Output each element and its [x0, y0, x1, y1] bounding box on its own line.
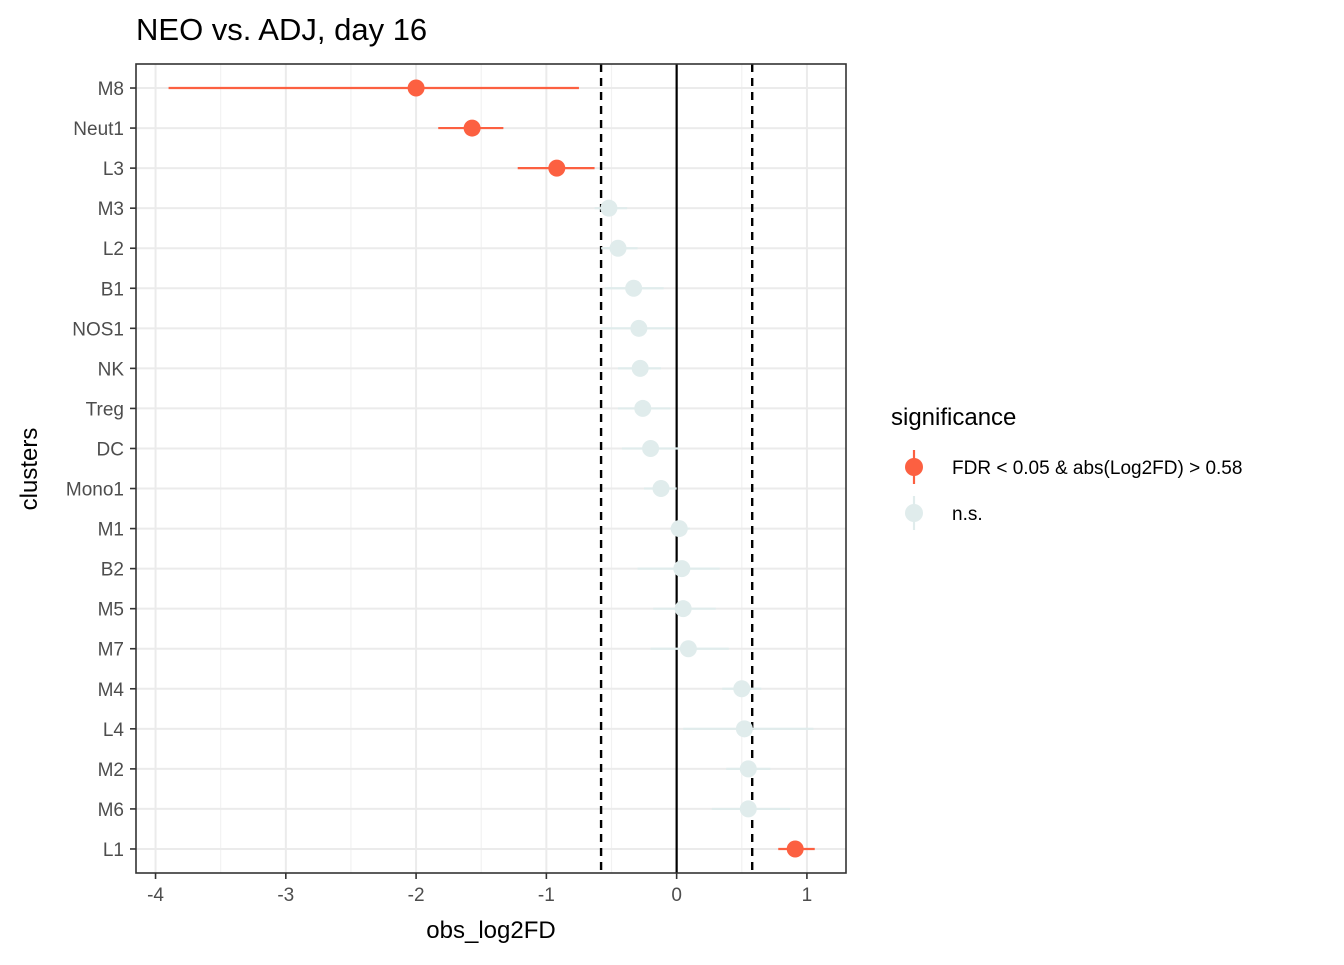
y-tick-label-nk: NK	[98, 359, 125, 380]
legend-title: significance	[891, 404, 1016, 431]
point-neut1	[463, 119, 481, 137]
point-m4	[733, 680, 751, 698]
y-tick-label-l2: L2	[103, 239, 124, 260]
y-tick-label-nos1: NOS1	[72, 319, 124, 340]
x-tick-label: 1	[802, 885, 813, 906]
y-tick-label-mono1: Mono1	[66, 480, 124, 501]
point-dc	[642, 439, 660, 457]
y-tick-label-dc: DC	[97, 439, 124, 460]
point-l4	[735, 720, 753, 738]
legend-key-point-sig	[905, 458, 923, 476]
point-l3	[548, 159, 566, 177]
x-tick-label: -4	[147, 885, 164, 906]
y-tick-label-m7: M7	[98, 640, 124, 661]
y-tick-label-l3: L3	[103, 159, 124, 180]
point-m6	[739, 800, 757, 818]
panel-border	[135, 63, 847, 874]
y-tick-label-m2: M2	[98, 760, 124, 781]
point-m1	[670, 520, 688, 538]
point-m3	[600, 199, 618, 217]
point-treg	[634, 399, 652, 417]
point-nk	[631, 359, 649, 377]
point-m8	[407, 79, 425, 97]
x-axis-title: obs_log2FD	[426, 917, 555, 944]
y-tick-label-l1: L1	[103, 840, 124, 861]
y-tick-label-m4: M4	[98, 680, 125, 701]
point-b2	[673, 560, 691, 578]
point-mono1	[652, 480, 670, 498]
x-tick-label: -3	[277, 885, 294, 906]
y-tick-label-l4: L4	[103, 720, 125, 741]
point-m2	[739, 760, 757, 778]
y-tick-label-b2: B2	[101, 560, 124, 581]
legend-label-ns: n.s.	[952, 504, 983, 525]
y-tick-label-neut1: Neut1	[73, 119, 124, 140]
x-tick-label: 0	[671, 885, 682, 906]
y-tick-label-m8: M8	[98, 79, 124, 100]
panel-background	[136, 64, 846, 873]
legend-key-point-ns	[905, 504, 923, 522]
point-nos1	[630, 319, 648, 337]
legend-label-sig: FDR < 0.05 & abs(Log2FD) > 0.58	[952, 458, 1242, 479]
legend: significance FDR < 0.05 & abs(Log2FD) > …	[891, 404, 1242, 530]
point-m7	[679, 640, 697, 658]
y-axis-title: clusters	[16, 428, 43, 511]
y-tick-label-m5: M5	[98, 600, 124, 621]
y-tick-label-treg: Treg	[86, 399, 124, 420]
y-tick-label-m1: M1	[98, 520, 124, 541]
y-tick-label-b1: B1	[101, 279, 124, 300]
point-l1	[786, 840, 804, 858]
point-m5	[674, 600, 692, 618]
y-tick-label-m6: M6	[98, 800, 124, 821]
point-b1	[625, 279, 643, 297]
y-tick-label-m3: M3	[98, 199, 124, 220]
x-tick-label: -2	[408, 885, 425, 906]
point-l2	[609, 239, 627, 257]
chart-title: NEO vs. ADJ, day 16	[136, 12, 427, 47]
x-tick-label: -1	[538, 885, 555, 906]
